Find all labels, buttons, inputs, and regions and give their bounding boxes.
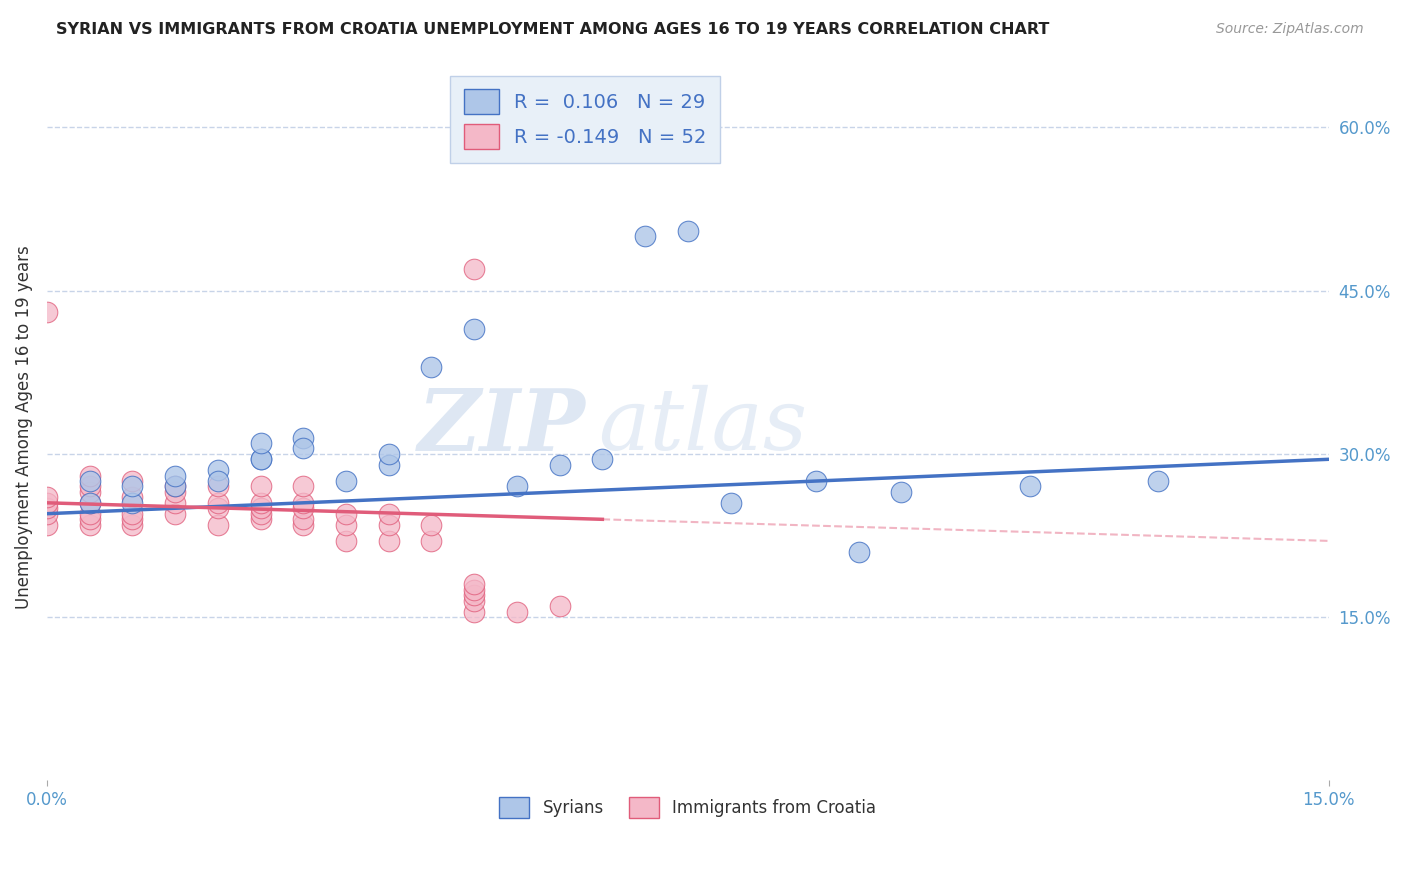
Point <box>79 507 101 521</box>
Point <box>463 322 485 336</box>
Point <box>292 517 315 532</box>
Point <box>377 533 399 548</box>
Point <box>463 261 485 276</box>
Point <box>121 517 143 532</box>
Point <box>463 577 485 591</box>
Point <box>207 501 229 516</box>
Point <box>79 517 101 532</box>
Text: atlas: atlas <box>598 385 807 468</box>
Point <box>207 474 229 488</box>
Point <box>463 588 485 602</box>
Point <box>121 479 143 493</box>
Text: SYRIAN VS IMMIGRANTS FROM CROATIA UNEMPLOYMENT AMONG AGES 16 TO 19 YEARS CORRELA: SYRIAN VS IMMIGRANTS FROM CROATIA UNEMPL… <box>56 22 1050 37</box>
Point <box>35 517 58 532</box>
Point <box>292 501 315 516</box>
Point <box>591 452 613 467</box>
Point <box>463 582 485 597</box>
Point <box>377 517 399 532</box>
Point <box>207 517 229 532</box>
Point <box>420 533 443 548</box>
Legend: Syrians, Immigrants from Croatia: Syrians, Immigrants from Croatia <box>492 790 883 825</box>
Point <box>335 507 357 521</box>
Point <box>35 491 58 505</box>
Point <box>79 468 101 483</box>
Point <box>121 496 143 510</box>
Point <box>335 533 357 548</box>
Point <box>249 512 271 526</box>
Point <box>79 474 101 488</box>
Point <box>676 224 699 238</box>
Point <box>249 479 271 493</box>
Point <box>249 496 271 510</box>
Point <box>165 479 187 493</box>
Point <box>35 305 58 319</box>
Point <box>548 599 571 614</box>
Y-axis label: Unemployment Among Ages 16 to 19 years: Unemployment Among Ages 16 to 19 years <box>15 244 32 608</box>
Point <box>420 359 443 374</box>
Point <box>292 430 315 444</box>
Point <box>292 512 315 526</box>
Point <box>121 474 143 488</box>
Point <box>121 491 143 505</box>
Point <box>720 496 742 510</box>
Point <box>292 479 315 493</box>
Point <box>165 468 187 483</box>
Point <box>377 458 399 472</box>
Point <box>463 593 485 607</box>
Point <box>35 496 58 510</box>
Point <box>804 474 827 488</box>
Point <box>79 496 101 510</box>
Point <box>35 501 58 516</box>
Point <box>420 517 443 532</box>
Point <box>165 484 187 499</box>
Point <box>463 605 485 619</box>
Point <box>890 484 912 499</box>
Point <box>1018 479 1040 493</box>
Point <box>377 507 399 521</box>
Point <box>249 501 271 516</box>
Point <box>249 452 271 467</box>
Point <box>506 605 529 619</box>
Point <box>207 479 229 493</box>
Text: Source: ZipAtlas.com: Source: ZipAtlas.com <box>1216 22 1364 37</box>
Point <box>207 463 229 477</box>
Point <box>249 452 271 467</box>
Point <box>79 512 101 526</box>
Point <box>249 507 271 521</box>
Point <box>292 442 315 456</box>
Point <box>207 496 229 510</box>
Point <box>506 479 529 493</box>
Point <box>634 229 657 244</box>
Point <box>1147 474 1170 488</box>
Point <box>335 517 357 532</box>
Point <box>121 512 143 526</box>
Point <box>548 458 571 472</box>
Point <box>79 479 101 493</box>
Point <box>79 496 101 510</box>
Point <box>35 507 58 521</box>
Point <box>335 474 357 488</box>
Point <box>377 447 399 461</box>
Point <box>249 436 271 450</box>
Point <box>79 484 101 499</box>
Point <box>292 496 315 510</box>
Text: ZIP: ZIP <box>418 384 585 468</box>
Point <box>121 507 143 521</box>
Point <box>165 479 187 493</box>
Point <box>848 545 870 559</box>
Point <box>165 496 187 510</box>
Point <box>165 507 187 521</box>
